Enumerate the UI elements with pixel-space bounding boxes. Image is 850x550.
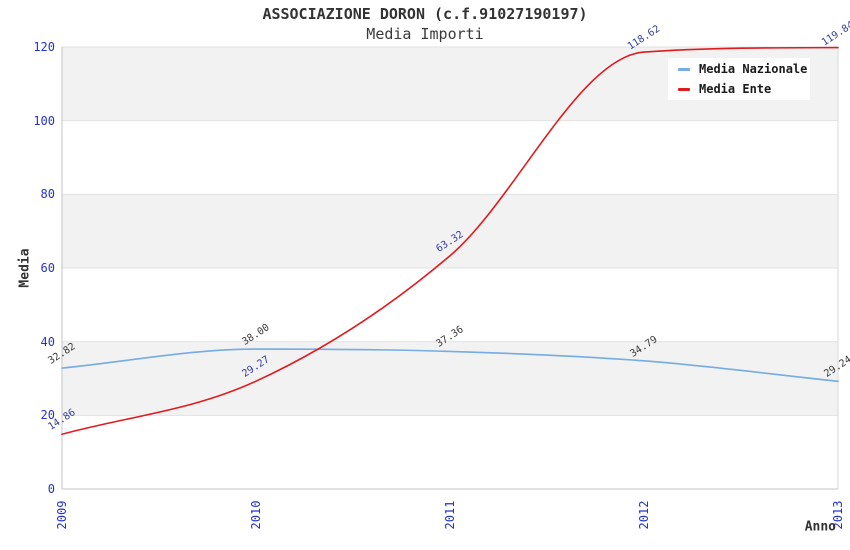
y-tick-label: 60 [40,261,55,275]
legend-item-media-nazionale: Media Nazionale [678,61,810,78]
y-tick-label: 40 [40,334,55,349]
media-ente-line-swatch-icon [678,87,690,91]
y-tick-label: 120 [33,40,55,54]
y-tick-label: 80 [40,187,55,202]
chart-title: ASSOCIAZIONE DORON (c.f.91027190197) [262,5,588,23]
y-tick-label: 20 [40,408,55,423]
chart-subtitle: Media Importi [366,25,484,43]
y-tick-label: 100 [33,113,55,128]
legend-label: Media Ente [699,82,772,96]
plot-band [62,341,838,416]
media-nazionale-line-swatch-icon [678,67,690,71]
y-axis-title: Media [17,248,33,288]
legend: Media Nazionale Media Ente [668,58,810,100]
x-tick-label: 2010 [249,500,263,530]
series-line-media-nazionale [61,348,839,383]
x-tick-label: 2012 [637,500,651,530]
x-tick-label: 2011 [443,500,457,530]
legend-label: Media Nazionale [699,62,808,76]
plot-band [62,194,838,268]
x-tick-label: 2009 [55,500,69,530]
legend-item-media-ente: Media Ente [678,81,810,98]
series-line-media-ente [61,46,839,436]
x-axis-title: Anno [804,519,836,535]
y-tick-label: 0 [47,482,55,496]
